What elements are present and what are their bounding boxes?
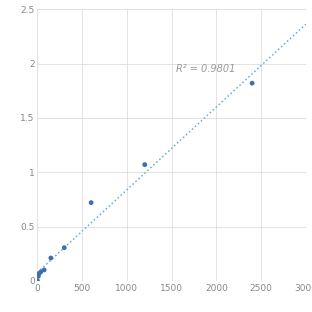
- Point: [37, 271, 41, 276]
- Point: [38, 269, 43, 274]
- Point: [142, 162, 147, 167]
- Point: [36, 274, 41, 279]
- Point: [41, 267, 47, 272]
- Text: R² = 0.9801: R² = 0.9801: [176, 64, 236, 74]
- Point: [48, 256, 53, 261]
- Point: [35, 278, 40, 283]
- Point: [62, 245, 67, 250]
- Point: [250, 81, 255, 86]
- Point: [89, 200, 94, 205]
